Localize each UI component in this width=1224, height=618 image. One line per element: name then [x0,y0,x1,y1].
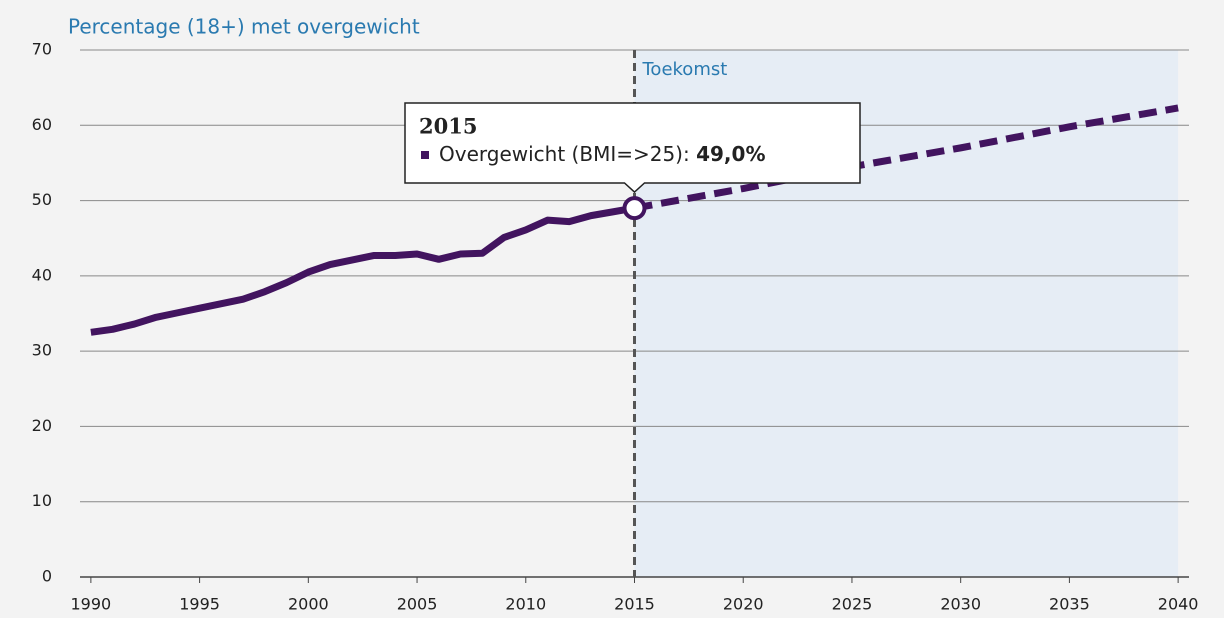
y-tick-label: 40 [32,265,52,284]
y-tick-label: 70 [32,40,52,59]
tooltip-marker [421,151,429,159]
x-tick-label: 2015 [614,595,655,614]
x-tick-label: 2030 [940,595,981,614]
series-line [90,204,636,336]
tooltip-value: 49,0% [696,142,765,166]
annotation-label: Toekomst [642,59,728,80]
x-tick-label: 2000 [288,595,329,614]
tooltip-text: Overgewicht (BMI=>25): 49,0% [439,142,765,166]
tooltip: 2015 Overgewicht (BMI=>25): 49,0% [404,102,861,194]
y-tick-label: 10 [32,491,52,510]
y-tick-label: 30 [32,341,52,360]
x-tick-label: 1995 [179,595,220,614]
y-tick-label: 20 [32,416,52,435]
tooltip-series-name: Overgewicht (BMI=>25) [439,142,683,166]
tooltip-separator: : [683,142,696,166]
tooltip-title: 2015 [419,114,477,139]
x-tick-label: 2040 [1158,595,1199,614]
y-tick-label: 50 [32,190,52,209]
y-tick-label: 0 [42,567,52,586]
y-tick-label: 60 [32,115,52,134]
x-tick-label: 1990 [71,595,112,614]
series-line [633,104,1179,212]
highlight-point [622,196,647,221]
chart-title: Percentage (18+) met overgewicht [68,15,420,39]
x-tick-label: 2005 [397,595,438,614]
tooltip-box [404,102,861,194]
x-tick-label: 2025 [832,595,873,614]
x-tick-label: 2035 [1049,595,1090,614]
x-tick-label: 2020 [723,595,764,614]
x-tick-label: 2010 [505,595,546,614]
